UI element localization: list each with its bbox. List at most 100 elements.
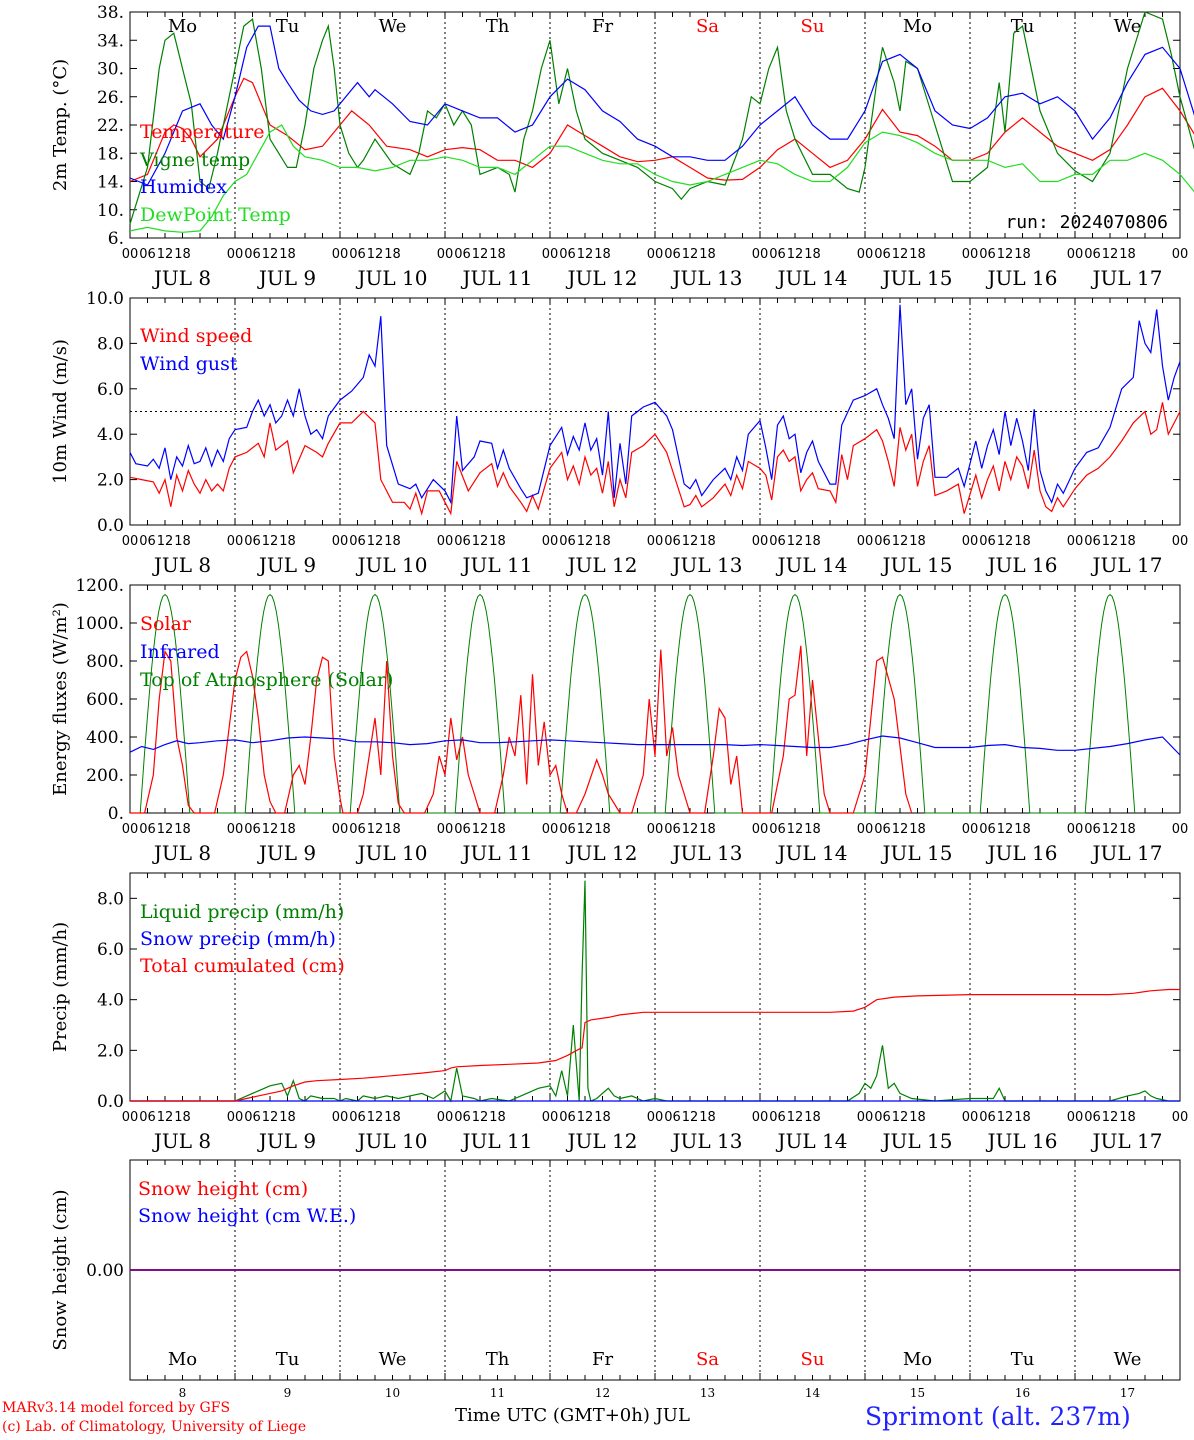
hour-tick-label: 18: [279, 822, 296, 837]
hour-tick-label: 12: [577, 1110, 594, 1125]
hour-tick-label: 06: [1084, 534, 1101, 549]
y-tick-label: 34.: [97, 31, 124, 51]
y-tick-label: 1000.: [75, 614, 124, 634]
y-axis-title: Energy fluxes (W/m²): [50, 602, 71, 796]
hour-tick-label: 06: [139, 822, 156, 837]
y-axis-title: 2m Temp. (°C): [50, 59, 71, 191]
y-tick-label: 800.: [86, 652, 124, 672]
hour-tick-label: 06: [349, 1110, 366, 1125]
hour-tick-label: 06: [349, 247, 366, 262]
day-name-label: Sa: [696, 16, 719, 37]
hour-tick-label: 06: [244, 1110, 261, 1125]
day-name-label: Sa: [696, 1349, 719, 1370]
hour-tick-label: 18: [804, 247, 821, 262]
series-line-solar: [130, 645, 913, 814]
date-label: JUL 12: [566, 553, 638, 577]
hour-tick-label: 18: [489, 1110, 506, 1125]
hour-tick-label: 18: [384, 247, 401, 262]
hour-tick-label: 12: [472, 822, 489, 837]
day-name-label: We: [379, 1349, 407, 1370]
hour-tick-label: 12: [472, 1110, 489, 1125]
y-tick-label: 2.0: [97, 471, 124, 491]
hour-tick-label: 06: [559, 247, 576, 262]
y-tick-label: 200.: [86, 766, 124, 786]
copyright-credit: (c) Lab. of Climatology, University of L…: [2, 1419, 307, 1435]
y-tick-label: 14.: [97, 173, 124, 193]
hour-tick-label: 06: [454, 534, 471, 549]
legend-entry: Liquid precip (mm/h): [140, 901, 344, 923]
hour-tick-label: 18: [489, 534, 506, 549]
series-line-total-cumulated-cm-: [130, 988, 1180, 1102]
date-label: JUL 14: [776, 1129, 848, 1153]
hour-tick-label: 12: [367, 1110, 384, 1125]
hour-tick-label: 18: [1119, 534, 1136, 549]
hour-tick-label: 00: [332, 247, 349, 262]
date-label: JUL 8: [152, 553, 211, 577]
date-number-label: 12: [595, 1386, 610, 1400]
series-line-vigne-temp: [129, 11, 1194, 225]
legend-entry: Wind speed: [140, 325, 252, 347]
date-label: JUL 10: [356, 841, 428, 865]
legend-entry: Temperature: [140, 121, 264, 143]
hour-tick-label: 12: [262, 247, 279, 262]
hour-tick-label: 00: [1172, 1110, 1189, 1125]
hour-tick-label: 06: [769, 822, 786, 837]
hour-tick-label: 00: [542, 534, 559, 549]
legend-entry: Snow height (cm): [138, 1178, 308, 1200]
date-label: JUL 16: [986, 266, 1058, 290]
hour-tick-label: 00: [122, 534, 139, 549]
hour-tick-label: 06: [664, 247, 681, 262]
hour-tick-label: 18: [279, 534, 296, 549]
hour-tick-label: 18: [174, 1110, 191, 1125]
legend-entry: Humidex: [140, 176, 227, 198]
day-name-label: Su: [801, 1349, 825, 1370]
date-number-label: 8: [179, 1386, 187, 1400]
date-label: JUL 12: [566, 841, 638, 865]
day-name-label: Su: [801, 16, 825, 37]
y-tick-label: 4.0: [97, 425, 124, 445]
day-name-label: Tu: [276, 16, 300, 37]
hour-tick-label: 18: [1119, 822, 1136, 837]
hour-tick-label: 00: [227, 247, 244, 262]
hour-tick-label: 12: [1102, 247, 1119, 262]
hour-tick-label: 12: [787, 247, 804, 262]
hour-tick-label: 06: [1084, 247, 1101, 262]
hour-tick-label: 06: [1084, 1110, 1101, 1125]
hour-tick-label: 00: [647, 1110, 664, 1125]
legend-entry: Wind gust: [140, 353, 238, 375]
hour-tick-label: 00: [857, 534, 874, 549]
hour-tick-label: 18: [909, 1110, 926, 1125]
date-label: JUL 15: [881, 841, 953, 865]
date-label: JUL 11: [461, 1129, 533, 1153]
hour-tick-label: 00: [647, 822, 664, 837]
hour-tick-label: 12: [892, 1110, 909, 1125]
day-name-label: Th: [486, 16, 510, 37]
day-name-label: Tu: [276, 1349, 300, 1370]
y-tick-label: 0.00: [86, 1261, 124, 1281]
y-tick-label: 30.: [97, 60, 124, 80]
date-label: JUL 9: [257, 266, 316, 290]
date-label: JUL 13: [671, 266, 743, 290]
date-label: JUL 16: [986, 841, 1058, 865]
hour-tick-label: 12: [157, 822, 174, 837]
date-label: JUL 14: [776, 841, 848, 865]
date-label: JUL 10: [356, 266, 428, 290]
hour-tick-label: 12: [892, 534, 909, 549]
hour-tick-label: 00: [437, 822, 454, 837]
hour-tick-label: 06: [664, 822, 681, 837]
hour-tick-label: 18: [1119, 1110, 1136, 1125]
hour-tick-label: 18: [909, 822, 926, 837]
y-axis-title: Precip (mm/h): [50, 922, 71, 1052]
hour-tick-label: 06: [349, 822, 366, 837]
hour-tick-label: 00: [752, 534, 769, 549]
hour-tick-label: 00: [1067, 1110, 1084, 1125]
legend-entry: Infrared: [140, 641, 220, 663]
hour-tick-label: 00: [962, 822, 979, 837]
hour-tick-label: 00: [437, 534, 454, 549]
hour-tick-label: 06: [664, 1110, 681, 1125]
y-tick-label: 6.: [108, 229, 124, 249]
date-label: JUL 13: [671, 553, 743, 577]
date-label: JUL 16: [986, 1129, 1058, 1153]
hour-tick-label: 12: [577, 247, 594, 262]
hour-tick-label: 18: [1014, 534, 1031, 549]
